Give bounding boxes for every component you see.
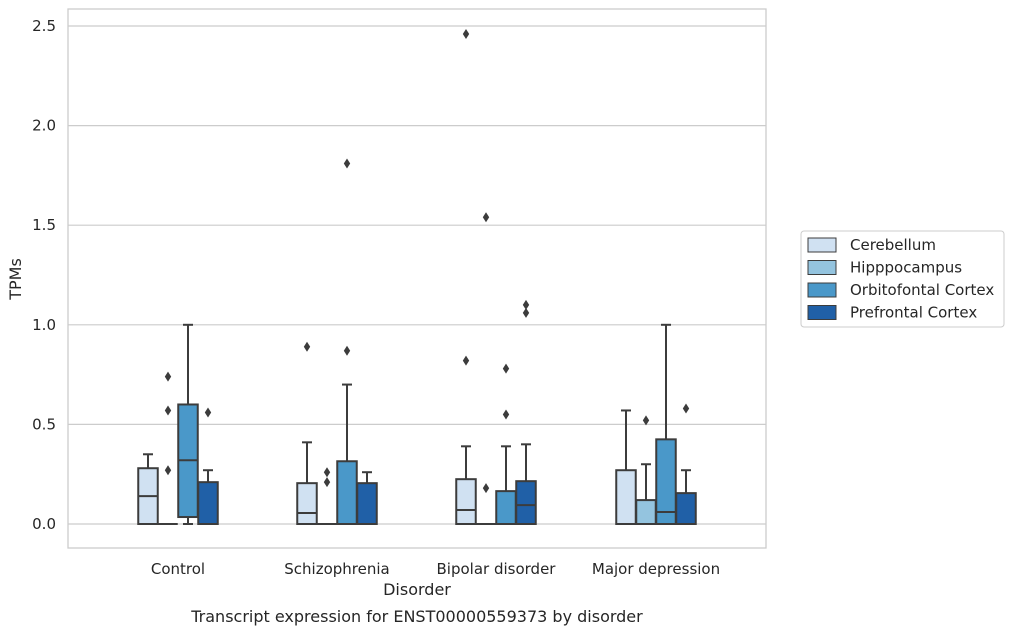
legend-swatch-hipppocampus <box>807 260 837 275</box>
outlier-point <box>462 355 470 366</box>
outlier-point <box>502 363 510 374</box>
box-cerebellum-major-depression <box>615 409 637 526</box>
outlier-point <box>522 307 530 318</box>
outlier-point <box>642 415 650 426</box>
box-iqr <box>635 499 657 526</box>
box-cerebellum-bipolar-disorder <box>455 28 477 525</box>
outlier-point <box>164 465 172 476</box>
y-tick-label: 1.0 <box>32 316 56 334</box>
outlier-point <box>343 345 351 356</box>
box-iqr <box>615 469 637 526</box>
x-tick-label: Bipolar disorder <box>437 560 557 578</box>
y-tick-label: 2.5 <box>32 17 56 35</box>
x-tick-labels: Control Schizophrenia Bipolar disorder Majo… <box>151 560 720 578</box>
box-prefrontal-cortex-control <box>197 407 219 525</box>
legend-label-hipppocampus: Hipppocampus <box>850 259 962 277</box>
outlier-point <box>522 299 530 310</box>
legend-swatch-prefrontal-cortex <box>807 305 837 320</box>
legend-swatch-orbitofontal-cortex <box>807 282 837 298</box>
box-orbitofontal-cortex-major-depression <box>655 323 677 525</box>
y-tick-label: 1.5 <box>32 216 56 234</box>
box-iqr <box>197 481 219 525</box>
outlier-point <box>462 28 470 39</box>
box-orbitofontal-cortex-control <box>177 323 199 525</box>
legend-swatch-cerebellum <box>807 237 837 253</box>
outlier-point <box>164 371 172 382</box>
box-prefrontal-cortex-bipolar-disorder <box>515 299 537 525</box>
outlier-point <box>482 483 490 494</box>
box-iqr <box>455 478 477 525</box>
legend-label-cerebellum: Cerebellum <box>850 236 936 254</box>
outlier-point <box>323 467 331 478</box>
x-tick-label: Schizophrenia <box>284 560 389 578</box>
box-hipppocampus-control <box>158 371 178 525</box>
outlier-point <box>482 212 490 223</box>
box-prefrontal-cortex-major-depression <box>675 403 697 525</box>
box-iqr <box>675 492 697 525</box>
legend-label-orbitofontal-cortex: Orbitofontal Cortex <box>850 281 994 299</box>
outlier-point <box>303 341 311 352</box>
outlier-point <box>502 409 510 420</box>
legend-frame <box>800 230 1005 328</box>
box-iqr <box>495 490 517 525</box>
legend: Cerebellum Hipppocampus Orbitofontal Corte… <box>800 230 1005 328</box>
y-tick-labels: 0.0 0.5 1.0 1.5 2.0 2.5 <box>32 17 56 533</box>
box-groups <box>137 28 697 526</box>
box-orbitofontal-cortex-schizophrenia <box>336 158 358 526</box>
outlier-point <box>343 158 351 169</box>
box-iqr <box>655 438 677 525</box>
x-axis-title: Disorder <box>383 580 451 599</box>
box-cerebellum-control <box>137 453 159 525</box>
y-tick-label: 0.0 <box>32 515 56 533</box>
y-tick-label: 2.0 <box>32 117 56 135</box>
legend-label-prefrontal-cortex: Prefrontal Cortex <box>850 304 977 322</box>
box-iqr <box>356 482 378 525</box>
outlier-point <box>682 403 690 414</box>
outlier-point <box>164 405 172 416</box>
box-hipppocampus-schizophrenia <box>317 467 337 525</box>
outlier-point <box>323 477 331 488</box>
box-hipppocampus-major-depression <box>635 415 657 526</box>
box-cerebellum-schizophrenia <box>296 341 318 525</box>
box-iqr <box>336 460 358 526</box>
y-axis-title: TPMs <box>6 258 25 301</box>
box-iqr <box>515 480 537 525</box>
outlier-point <box>204 407 212 418</box>
box-prefrontal-cortex-schizophrenia <box>356 471 378 525</box>
x-tick-label: Control <box>151 560 205 578</box>
chart-caption: Transcript expression for ENST0000055937… <box>190 607 643 626</box>
plot-frame <box>67 8 767 549</box>
x-tick-label: Major depression <box>592 560 720 578</box>
y-tick-label: 0.5 <box>32 415 56 433</box>
box-hipppocampus-bipolar-disorder <box>476 212 496 525</box>
box-iqr <box>296 482 318 525</box>
